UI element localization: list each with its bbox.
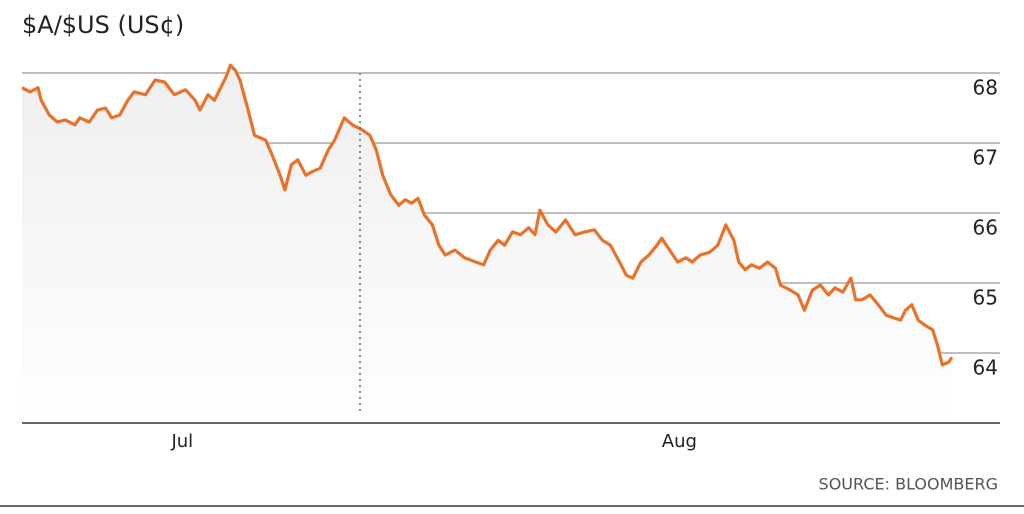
source: SOURCE: BLOOMBERG: [819, 475, 998, 494]
y-tick-label: 68: [973, 76, 998, 100]
y-tick-label: 65: [973, 286, 998, 310]
y-tick-label: 66: [973, 216, 998, 240]
y-tick-label: 67: [973, 146, 998, 170]
line: [21, 63, 954, 367]
chart-title: $A/$US (US¢): [22, 11, 184, 39]
x-tick-label: Aug: [662, 431, 697, 452]
y-tick-label: 64: [973, 356, 998, 380]
area: [22, 65, 952, 424]
x-tick-label: Jul: [170, 431, 193, 452]
